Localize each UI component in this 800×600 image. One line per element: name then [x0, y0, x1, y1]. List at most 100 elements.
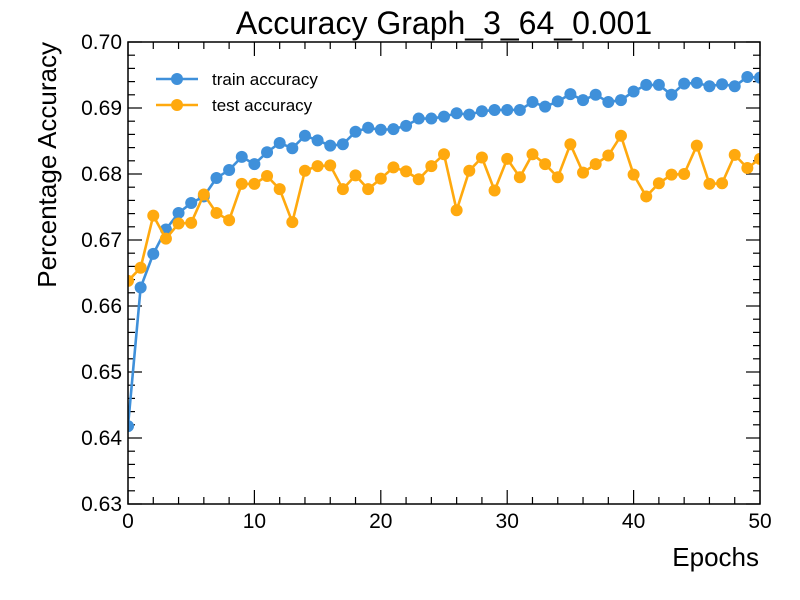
data-point	[754, 152, 760, 165]
data-point	[640, 190, 653, 203]
data-point	[690, 139, 703, 152]
data-point	[197, 188, 210, 201]
chart-title: Accuracy Graph_3_64_0.001	[236, 5, 652, 41]
data-point	[665, 88, 678, 101]
data-point	[602, 149, 615, 162]
data-point	[728, 148, 741, 161]
data-point	[185, 197, 198, 210]
data-point	[488, 184, 501, 197]
data-point	[589, 88, 602, 101]
data-point	[374, 123, 387, 136]
data-point	[387, 161, 400, 174]
x-tick-label: 50	[748, 510, 771, 533]
data-point	[728, 80, 741, 93]
data-point	[362, 121, 375, 134]
data-point	[438, 110, 450, 123]
y-tick-label: 0.66	[81, 295, 122, 318]
data-point	[741, 162, 754, 175]
data-point	[463, 108, 476, 121]
data-point	[311, 134, 324, 147]
data-point	[564, 88, 577, 101]
data-point	[652, 177, 665, 190]
x-tick-label: 0	[122, 510, 134, 533]
legend-marker	[171, 73, 183, 85]
data-point	[589, 158, 602, 171]
data-point	[488, 103, 501, 116]
data-point	[374, 172, 387, 185]
y-tick-label: 0.67	[81, 229, 122, 252]
y-tick-label: 0.64	[81, 427, 122, 450]
data-point	[627, 85, 640, 98]
y-tick-label: 0.65	[81, 361, 122, 384]
data-point	[349, 125, 362, 138]
data-point	[513, 103, 526, 116]
data-point	[614, 94, 627, 107]
data-point	[526, 96, 539, 109]
data-point	[324, 139, 337, 152]
data-series	[128, 70, 760, 433]
data-point	[248, 177, 261, 190]
data-point	[564, 138, 577, 151]
data-point	[652, 78, 665, 91]
data-point	[311, 160, 324, 173]
data-point	[450, 107, 463, 120]
data-point	[425, 112, 438, 125]
data-point	[235, 150, 248, 163]
plot-frame	[127, 41, 761, 505]
y-tick-label: 0.69	[81, 97, 122, 120]
data-point	[128, 420, 134, 433]
data-point	[336, 183, 349, 196]
data-point	[349, 169, 362, 182]
y-tick-label: 0.68	[81, 163, 122, 186]
data-point	[602, 96, 615, 109]
data-point	[134, 281, 147, 294]
data-point	[210, 171, 223, 184]
data-point	[640, 78, 653, 91]
y-tick-label: 0.63	[81, 493, 122, 516]
data-point	[286, 216, 299, 229]
data-point	[475, 151, 488, 164]
data-point	[147, 247, 160, 260]
data-point	[412, 173, 425, 186]
data-point	[273, 136, 286, 149]
data-point	[273, 183, 286, 196]
data-point	[387, 123, 400, 136]
data-point	[223, 164, 236, 177]
data-point	[425, 160, 438, 173]
data-point	[551, 171, 564, 184]
data-point	[362, 183, 375, 196]
data-point	[450, 204, 463, 217]
x-tick-label: 30	[496, 510, 519, 533]
data-point	[678, 77, 691, 90]
data-point	[475, 105, 488, 118]
data-point	[703, 177, 716, 190]
data-point	[210, 206, 223, 219]
data-point	[513, 171, 526, 184]
data-point	[147, 209, 160, 222]
data-point	[248, 158, 261, 171]
data-point	[703, 80, 716, 93]
data-point	[501, 152, 514, 165]
data-point	[690, 76, 703, 89]
tick-labels: 0 10 20 30 40 50 0.63 0.64 0.65 0.66 0.67 0.68 0.69 0…	[81, 31, 772, 533]
data-point	[172, 206, 185, 219]
series-test	[128, 129, 760, 287]
data-point	[716, 78, 729, 91]
x-tick-label: 10	[243, 510, 266, 533]
data-point	[754, 71, 760, 84]
y-tick-label: 0.70	[81, 31, 122, 54]
data-point	[614, 129, 627, 142]
data-point	[741, 70, 754, 83]
data-point	[400, 119, 413, 132]
data-point	[665, 168, 678, 181]
data-point	[172, 217, 185, 230]
data-point	[185, 216, 198, 229]
data-point	[134, 261, 147, 274]
data-point	[577, 166, 590, 179]
data-point	[261, 146, 274, 159]
x-tick-label: 20	[369, 510, 392, 533]
data-point	[336, 138, 349, 151]
x-tick-label: 40	[622, 510, 645, 533]
data-point	[438, 148, 450, 161]
